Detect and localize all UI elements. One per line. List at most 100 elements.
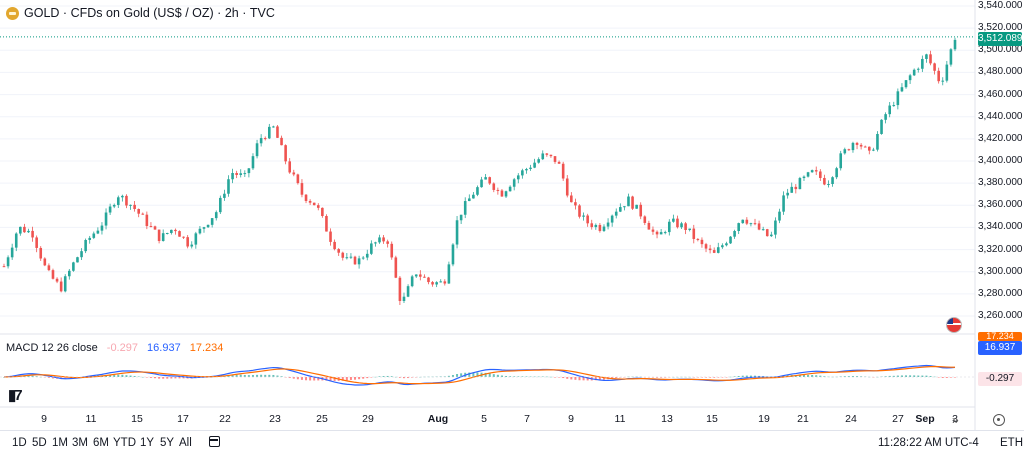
range-button-1m[interactable]: 1M (52, 437, 68, 449)
price-axis-label: 3,340.000 (978, 221, 1023, 233)
macd-histogram-bar (525, 376, 528, 377)
candle-body (892, 105, 896, 107)
symbol-legend[interactable]: GOLD · CFDs on Gold (US$ / OZ) · 2h · TV… (6, 5, 275, 21)
macd-histogram-bar (243, 374, 246, 377)
candle-body (316, 205, 320, 208)
candle-body (798, 178, 802, 190)
candle-body (484, 177, 487, 180)
candle-body (504, 191, 508, 197)
settings-gear-icon[interactable] (993, 414, 1005, 426)
candle-body (663, 232, 667, 234)
candle-body (921, 58, 924, 69)
macd-histogram-bar (280, 376, 283, 377)
candle-body (655, 231, 659, 235)
candle-body (863, 146, 867, 148)
instrument-name: CFDs on Gold (US$ / OZ) (70, 6, 214, 20)
session-label[interactable]: ETH (1000, 437, 1023, 449)
candle-body (904, 80, 908, 88)
candle-body (749, 223, 753, 225)
time-axis-label: Sep (915, 413, 935, 425)
macd-histogram-bar (917, 375, 920, 377)
candle-body (741, 219, 745, 224)
macd-histogram-bar (807, 374, 810, 377)
price-axis-label: 3,460.000 (978, 88, 1023, 100)
macd-histogram-bar (182, 377, 185, 379)
candle-body (308, 200, 312, 203)
candle-body (206, 224, 210, 228)
candle-body (635, 204, 638, 209)
macd-histogram-bar (558, 377, 561, 378)
candle-body (263, 138, 267, 140)
clock-label[interactable]: 11:28:22 AM UTC-4 (878, 437, 979, 449)
range-button-5d[interactable]: 5D (32, 437, 47, 449)
candle-body (414, 274, 418, 277)
macd-histogram-bar (741, 375, 744, 377)
candle-body (43, 258, 47, 266)
calendar-icon[interactable] (209, 436, 220, 447)
candle-body (214, 212, 218, 219)
candle-body (570, 195, 573, 203)
macd-line (3, 364, 956, 386)
candle-body (888, 105, 891, 115)
time-axis-label: 22 (219, 413, 231, 425)
candle-body (606, 222, 610, 227)
candle-body (835, 168, 838, 178)
macd-histogram-bar (729, 376, 732, 378)
candle-body (806, 172, 810, 177)
price-axis-label: 3,300.000 (978, 265, 1023, 277)
macd-histogram-bar (705, 377, 708, 378)
time-axis-label: 9 (41, 413, 47, 425)
range-button-6m[interactable]: 6M (93, 437, 109, 449)
candle-body (112, 204, 116, 207)
candle-body (2, 266, 6, 268)
range-button-ytd[interactable]: YTD (113, 437, 136, 449)
range-button-5y[interactable]: 5Y (160, 437, 175, 449)
candle-body (284, 145, 287, 162)
macd-histogram-bar (256, 374, 259, 377)
candle-body (472, 194, 475, 199)
macd-histogram-bar (496, 374, 499, 377)
candle-body (288, 161, 292, 173)
candle-body (757, 223, 761, 230)
macd-histogram-bar (162, 377, 165, 379)
candle-body (557, 161, 561, 164)
candle-body (839, 153, 843, 169)
symbol-name: GOLD (24, 6, 60, 20)
macd-histogram-bar (545, 376, 548, 378)
candle-body (100, 225, 104, 231)
range-button-all[interactable]: All (179, 437, 192, 449)
candle-body (790, 186, 794, 193)
candle-body (51, 270, 55, 279)
candle-body (31, 230, 34, 238)
macd-histogram-bar (949, 377, 952, 378)
candle-body (255, 143, 259, 157)
candle-body (455, 220, 459, 245)
macd-histogram-bar (35, 376, 38, 377)
range-button-1y[interactable]: 1Y (140, 437, 155, 449)
macd-histogram-bar (476, 372, 479, 377)
macd-hist-tag: -0.297 (978, 372, 1022, 386)
candle-body (704, 244, 708, 249)
candle-body (116, 197, 120, 205)
candle-body (72, 262, 75, 271)
candle-body (231, 173, 234, 180)
candle-body (880, 119, 883, 134)
macd-histogram-bar (141, 376, 144, 378)
candle-body (198, 228, 202, 234)
range-button-3m[interactable]: 3M (72, 437, 88, 449)
price-axis-label: 3,520.000 (978, 22, 1023, 34)
candle-body (194, 233, 198, 245)
candle-body (219, 197, 222, 213)
range-button-1d[interactable]: 1D (12, 437, 27, 449)
macd-histogram-bar (300, 377, 303, 380)
tradingview-logo-icon[interactable]: ▮7 (8, 387, 23, 404)
us-flag-icon[interactable] (946, 317, 962, 333)
candle-body (525, 168, 528, 171)
macd-legend[interactable]: MACD 12 26 close -0.297 16.937 17.234 (6, 342, 229, 354)
macd-histogram-bar (709, 377, 712, 378)
candle-body (647, 222, 651, 230)
candle-body (239, 173, 243, 175)
scroll-right-icon[interactable]: » (952, 413, 959, 427)
macd-histogram-bar (390, 376, 393, 377)
